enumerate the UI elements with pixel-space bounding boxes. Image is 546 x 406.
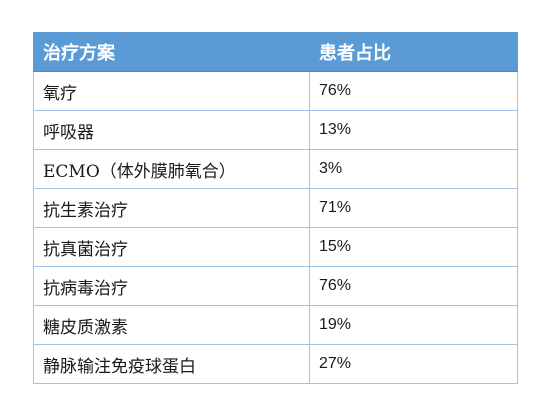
percent-cell: 27% [309, 344, 518, 384]
percent-cell: 3% [309, 149, 518, 189]
treatment-table: 治疗方案 患者占比 氧疗 76% 呼吸器 13% ECMO（体外膜肺氧合） 3%… [33, 32, 518, 384]
table-header: 治疗方案 患者占比 [33, 32, 518, 72]
percent-cell: 76% [309, 266, 518, 306]
table-row: ECMO（体外膜肺氧合） 3% [33, 149, 518, 189]
header-treatment: 治疗方案 [33, 32, 310, 72]
table-row: 抗病毒治疗 76% [33, 266, 518, 306]
percent-cell: 13% [309, 110, 518, 150]
table-row: 呼吸器 13% [33, 110, 518, 150]
treatment-cell: 抗病毒治疗 [33, 266, 310, 306]
table-row: 抗生素治疗 71% [33, 188, 518, 228]
header-row: 治疗方案 患者占比 [33, 32, 518, 72]
table-row: 静脉输注免疫球蛋白 27% [33, 344, 518, 384]
percent-cell: 15% [309, 227, 518, 267]
percent-cell: 19% [309, 305, 518, 345]
table-row: 糖皮质激素 19% [33, 305, 518, 345]
percent-cell: 71% [309, 188, 518, 228]
treatment-cell: ECMO（体外膜肺氧合） [33, 149, 310, 189]
treatment-cell: 氧疗 [33, 71, 310, 111]
percent-cell: 76% [309, 71, 518, 111]
table-body: 氧疗 76% 呼吸器 13% ECMO（体外膜肺氧合） 3% 抗生素治疗 71%… [33, 71, 518, 384]
header-percent: 患者占比 [309, 32, 518, 72]
treatment-cell: 抗真菌治疗 [33, 227, 310, 267]
treatment-cell: 静脉输注免疫球蛋白 [33, 344, 310, 384]
treatment-cell: 呼吸器 [33, 110, 310, 150]
table-row: 氧疗 76% [33, 71, 518, 111]
treatment-cell: 抗生素治疗 [33, 188, 310, 228]
treatment-cell: 糖皮质激素 [33, 305, 310, 345]
table-row: 抗真菌治疗 15% [33, 227, 518, 267]
